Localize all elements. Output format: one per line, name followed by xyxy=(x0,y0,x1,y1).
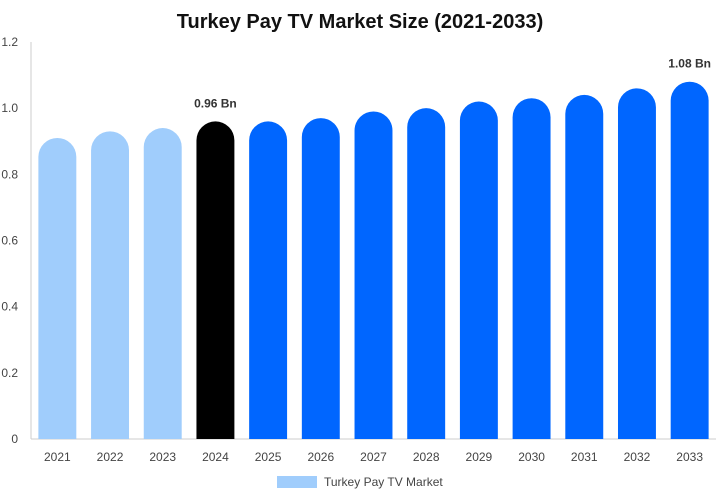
bar-2032[interactable] xyxy=(617,88,656,440)
bar-2029[interactable] xyxy=(459,101,498,440)
y-tick-label: 1.2 xyxy=(1,35,18,49)
x-tick-label: 2023 xyxy=(149,450,176,464)
bar-2030[interactable] xyxy=(512,98,551,439)
x-tick-label: 2030 xyxy=(518,450,545,464)
y-tick-label: 1.0 xyxy=(1,101,18,115)
bar-2031[interactable] xyxy=(565,94,604,440)
data-label-2024: 0.96 Bn xyxy=(194,96,237,110)
x-tick-label: 2026 xyxy=(307,450,334,464)
x-tick-label: 2024 xyxy=(202,450,229,464)
x-tick-label: 2032 xyxy=(624,450,651,464)
bar-2023[interactable] xyxy=(143,128,182,439)
y-tick-label: 0.2 xyxy=(1,366,18,380)
y-tick-label: 0.8 xyxy=(1,167,18,181)
y-axis-ticks: 0 0.2 0.4 0.6 0.8 1.0 1.2 xyxy=(1,35,18,446)
x-tick-label: 2021 xyxy=(44,450,71,464)
y-tick-label: 0.4 xyxy=(1,300,18,314)
x-tick-label: 2027 xyxy=(360,450,387,464)
bar-2024[interactable] xyxy=(196,121,235,440)
x-tick-label: 2033 xyxy=(676,450,703,464)
x-tick-label: 2025 xyxy=(255,450,282,464)
bar-2033[interactable] xyxy=(670,81,709,439)
bars-group xyxy=(38,81,709,440)
legend-swatch[interactable] xyxy=(277,476,317,488)
y-tick-label: 0 xyxy=(11,432,18,446)
bar-2022[interactable] xyxy=(91,131,130,439)
bar-2025[interactable] xyxy=(249,121,288,439)
bar-2027[interactable] xyxy=(354,111,393,440)
x-tick-label: 2031 xyxy=(571,450,598,464)
x-axis-ticks: 2021 2022 2023 2024 2025 2026 2027 2028 2029 2030… xyxy=(44,450,703,464)
chart-title: Turkey Pay TV Market Size (2021-2033) xyxy=(177,11,543,33)
x-tick-label: 2028 xyxy=(413,450,440,464)
bar-2028[interactable] xyxy=(407,108,446,440)
legend[interactable]: Turkey Pay TV Market xyxy=(277,475,443,489)
x-tick-label: 2029 xyxy=(466,450,493,464)
legend-label[interactable]: Turkey Pay TV Market xyxy=(324,475,443,489)
bar-2021[interactable] xyxy=(38,137,77,440)
y-tick-label: 0.6 xyxy=(1,234,18,248)
data-label-2033: 1.08 Bn xyxy=(668,57,711,71)
bar-2026[interactable] xyxy=(301,118,340,440)
x-tick-label: 2022 xyxy=(97,450,124,464)
data-labels-group: 0.96 Bn 1.08 Bn xyxy=(194,57,711,111)
